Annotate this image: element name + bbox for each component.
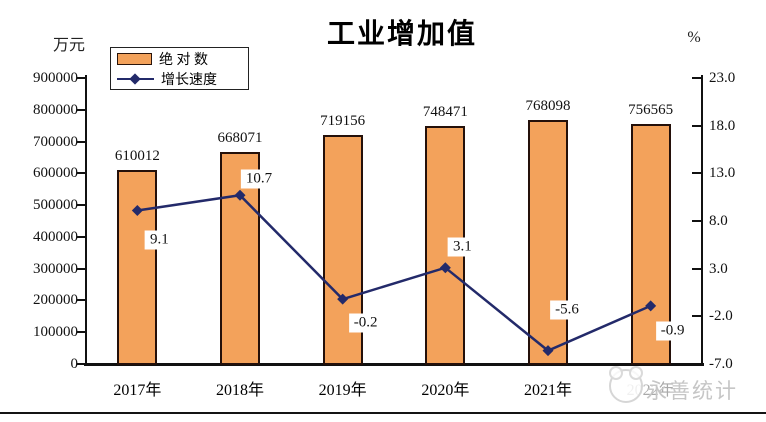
left-axis-tick (77, 108, 86, 111)
bar-value-label: 719156 (320, 113, 366, 130)
line-diamond-icon (117, 73, 154, 85)
left-axis-tick (77, 140, 86, 143)
bar-value-label: 668071 (217, 129, 263, 146)
right-axis-tick (692, 220, 702, 222)
left-axis-line (85, 75, 87, 366)
left-axis-tick-label: 0 (70, 356, 79, 372)
growth-line (137, 193, 652, 353)
right-axis-tick (692, 172, 702, 175)
left-axis-tick (77, 299, 86, 302)
line-value-label: -0.9 (655, 321, 690, 341)
left-axis-tick-label: 800000 (33, 101, 78, 118)
left-axis-tick (77, 235, 86, 238)
watermark-text: 永善统计 (646, 379, 738, 403)
x-axis-label: 2018年 (215, 382, 264, 399)
right-axis-tick (692, 267, 702, 270)
line-value-label: -5.6 (550, 300, 584, 320)
x-axis-label: 2021年 (523, 382, 572, 399)
line-value-label: 9.1 (144, 230, 174, 249)
x-axis-label: 2017年 (113, 382, 162, 399)
bar-value-label: 748471 (422, 104, 468, 121)
left-axis-tick-label: 600000 (33, 165, 78, 182)
left-axis-tick-label: 200000 (33, 292, 78, 309)
line-value-label: 10.7 (240, 169, 278, 189)
left-axis-tick-label: 500000 (33, 197, 78, 214)
legend-bar-label: 绝 对 数 (159, 53, 208, 68)
left-axis-tick-label: 300000 (33, 260, 78, 277)
right-axis-tick-label: -2.0 (709, 308, 733, 325)
right-axis-tick-label: 13.0 (709, 165, 736, 182)
x-axis-line (84, 363, 704, 366)
left-axis-tick-label: 900000 (33, 70, 78, 86)
bar-value-label: 756565 (628, 101, 674, 118)
right-axis-tick (692, 124, 702, 127)
left-axis-tick (77, 77, 86, 79)
right-axis-line (701, 75, 703, 366)
left-axis-tick (77, 204, 86, 207)
right-axis-unit-label: % (687, 29, 701, 46)
line-value-label: 3.1 (447, 237, 477, 257)
left-axis-tick-label: 400000 (33, 228, 78, 245)
left-axis-tick-label: 700000 (33, 133, 78, 150)
bar-2017年 (117, 170, 158, 365)
left-axis-unit-label: 万元 (53, 37, 86, 54)
legend-item-line: 增长速度 (117, 69, 242, 89)
bar-value-label: 768098 (525, 97, 571, 114)
left-axis-tick (77, 331, 86, 334)
right-axis-tick-label: 23.0 (709, 70, 736, 86)
chart-title: 工业增加值 (326, 18, 477, 49)
left-axis-tick (77, 267, 86, 270)
x-axis-label: 2020年 (421, 382, 470, 399)
right-axis-tick (692, 77, 702, 79)
legend-item-bar: 绝 对 数 (117, 49, 242, 69)
bar-value-label: 610012 (114, 148, 160, 165)
chart-legend: 绝 对 数 增长速度 (110, 47, 249, 90)
bar-2021年 (528, 119, 568, 365)
left-axis-tick (77, 172, 86, 175)
right-axis-tick-label: -7.0 (709, 356, 733, 372)
bar-swatch-icon (117, 53, 152, 65)
left-axis-tick-label: 100000 (33, 324, 78, 341)
x-axis-label: 2019年 (318, 382, 367, 399)
right-axis-tick-label: 18.0 (709, 117, 736, 134)
bottom-separator-line (0, 412, 766, 414)
mascot-logo-icon (609, 366, 643, 403)
right-axis-tick-label: 3.0 (709, 260, 728, 277)
left-axis-tick (77, 363, 86, 365)
right-axis-tick-label: 8.0 (709, 213, 728, 229)
right-axis-tick (692, 315, 702, 318)
line-value-label: -0.2 (348, 313, 383, 333)
legend-line-label: 增长速度 (161, 73, 217, 88)
